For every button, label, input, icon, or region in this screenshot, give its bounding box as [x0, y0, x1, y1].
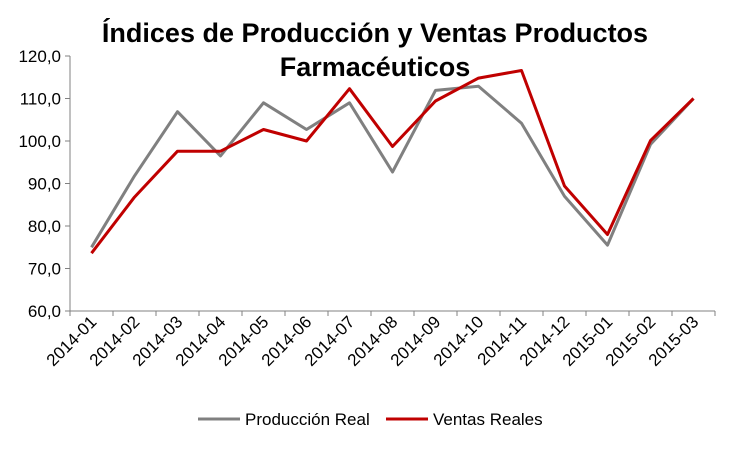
axes	[70, 56, 715, 311]
legend: Producción Real Ventas Reales	[198, 410, 543, 429]
series-lines	[91, 70, 693, 253]
y-tick-label: 90,0	[28, 175, 61, 194]
series-line-produccion-real	[92, 86, 694, 247]
y-tick-label: 110,0	[20, 90, 61, 109]
series-line-ventas-reales	[92, 71, 694, 254]
x-tick-labels: 2014-012014-022014-032014-042014-052014-…	[43, 311, 715, 370]
legend-label-produccion-real: Producción Real	[245, 410, 370, 429]
chart-title: Índices de Producción y Ventas Productos…	[102, 17, 648, 82]
chart-title-line-1: Índices de Producción y Ventas Productos	[102, 17, 648, 48]
chart-title-line-2: Farmacéuticos	[280, 52, 471, 82]
legend-label-ventas-reales: Ventas Reales	[433, 410, 543, 429]
y-tick-label: 120,0	[18, 47, 61, 66]
y-tick-label: 70,0	[28, 260, 61, 279]
y-tick-label: 80,0	[28, 217, 61, 236]
y-tick-label: 60,0	[28, 302, 61, 321]
y-tick-labels: 60,0 70,0 80,0 90,0 100,0 110,0 120,0	[18, 47, 70, 321]
y-tick-label: 100,0	[18, 132, 61, 151]
